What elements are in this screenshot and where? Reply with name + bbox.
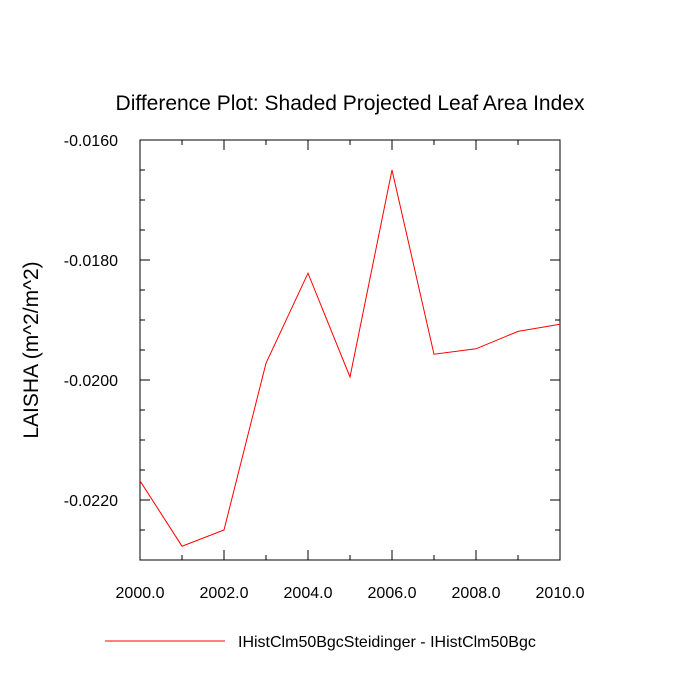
y-tick-label: -0.0180 xyxy=(64,253,118,270)
y-axis-label: LAISHA (m^2/m^2) xyxy=(20,261,43,438)
series-line xyxy=(139,169,561,547)
x-tick-label: 2004.0 xyxy=(284,585,333,602)
plot-frame xyxy=(139,139,561,561)
y-tick-label: -0.0160 xyxy=(64,133,118,150)
y-tick-label: -0.0200 xyxy=(64,373,118,390)
chart-title: Difference Plot: Shaded Projected Leaf A… xyxy=(116,92,585,115)
legend: IHistClm50BgcSteidinger - IHistClm50Bgc xyxy=(105,634,536,651)
y-tick-label: -0.0220 xyxy=(64,493,118,510)
legend-label: IHistClm50BgcSteidinger - IHistClm50Bgc xyxy=(238,634,536,651)
plot-axes: 2000.0 2002.0 2004.0 2006.0 2008.0 2010.0 -0.0… xyxy=(64,133,585,602)
x-tick-label: 2002.0 xyxy=(200,585,249,602)
series-layer xyxy=(139,169,561,547)
x-tick-label: 2000.0 xyxy=(116,585,165,602)
x-tick-label: 2010.0 xyxy=(536,585,585,602)
x-tick-label: 2008.0 xyxy=(452,585,501,602)
x-tick-label: 2006.0 xyxy=(368,585,417,602)
